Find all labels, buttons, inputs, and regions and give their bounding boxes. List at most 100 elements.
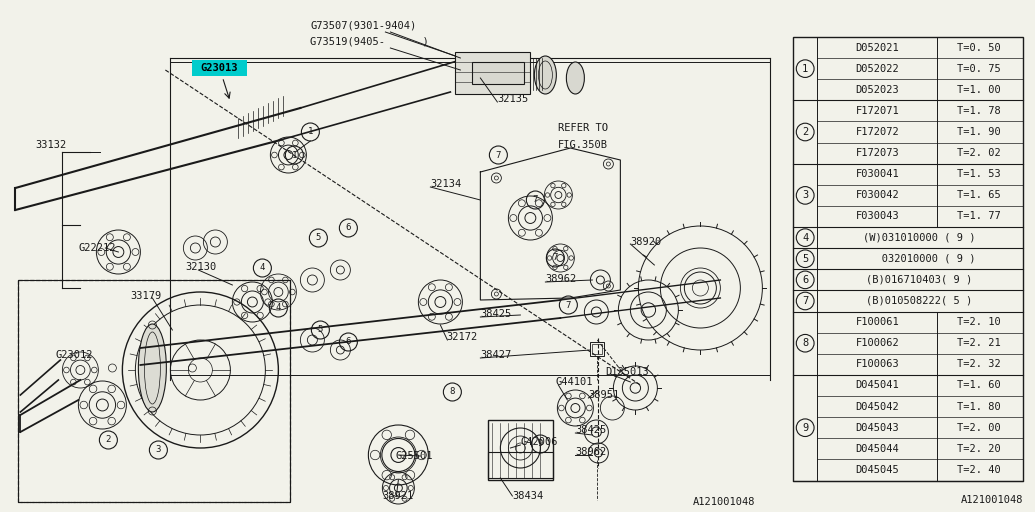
Text: 9: 9 <box>802 423 808 433</box>
Text: T=1. 00: T=1. 00 <box>957 85 1001 95</box>
Text: 38951: 38951 <box>588 390 620 400</box>
Text: 32130: 32130 <box>185 262 216 272</box>
Text: 32135: 32135 <box>498 94 529 104</box>
Text: T=1. 90: T=1. 90 <box>957 127 1001 137</box>
Text: T=2. 00: T=2. 00 <box>957 423 1001 433</box>
Text: 7: 7 <box>496 151 501 160</box>
Text: 1: 1 <box>802 63 808 74</box>
Text: 1: 1 <box>307 127 313 137</box>
Text: F030041: F030041 <box>856 169 899 179</box>
Text: 7: 7 <box>802 296 808 306</box>
Text: (B)016710403( 9 ): (B)016710403( 9 ) <box>866 275 972 285</box>
Text: 38920: 38920 <box>630 237 661 247</box>
Text: A121001048: A121001048 <box>692 497 756 507</box>
Text: G42006: G42006 <box>521 437 558 447</box>
Text: 6: 6 <box>802 275 808 285</box>
Text: 2: 2 <box>802 127 808 137</box>
Text: T=2. 40: T=2. 40 <box>957 465 1001 475</box>
Bar <box>472 62 525 84</box>
Text: G73519(9405-      ): G73519(9405- ) <box>310 37 430 47</box>
Text: 5: 5 <box>316 233 321 243</box>
Text: FIG.350B: FIG.350B <box>558 140 609 150</box>
Text: D045044: D045044 <box>856 444 899 454</box>
Text: T=0. 50: T=0. 50 <box>957 42 1001 53</box>
Ellipse shape <box>534 56 557 94</box>
Text: D045042: D045042 <box>856 401 899 412</box>
Text: 3: 3 <box>155 445 161 455</box>
Text: T=2. 02: T=2. 02 <box>957 148 1001 158</box>
Text: 5: 5 <box>318 326 323 334</box>
Text: 8: 8 <box>802 338 808 348</box>
Text: G44101: G44101 <box>556 377 593 387</box>
Text: D135013: D135013 <box>605 367 649 377</box>
Text: (B)010508222( 5 ): (B)010508222( 5 ) <box>866 296 972 306</box>
Text: T=1. 65: T=1. 65 <box>957 190 1001 200</box>
Text: F100061: F100061 <box>856 317 899 327</box>
Text: 4: 4 <box>275 304 282 312</box>
Bar <box>489 420 554 480</box>
Text: F030043: F030043 <box>856 211 899 222</box>
Text: 38921: 38921 <box>382 491 414 501</box>
Text: F030042: F030042 <box>856 190 899 200</box>
Text: 38425: 38425 <box>480 309 511 319</box>
Text: T=2. 32: T=2. 32 <box>957 359 1001 369</box>
Text: 6: 6 <box>346 337 351 347</box>
Text: 3: 3 <box>802 190 808 200</box>
Text: A121001048: A121001048 <box>960 495 1023 505</box>
Text: T=1. 77: T=1. 77 <box>957 211 1001 222</box>
Bar <box>592 344 602 354</box>
Text: 38425: 38425 <box>575 425 607 435</box>
Text: 7: 7 <box>553 253 558 263</box>
Bar <box>19 280 291 502</box>
Text: D052022: D052022 <box>856 63 899 74</box>
Bar <box>489 452 554 478</box>
Text: T=0. 75: T=0. 75 <box>957 63 1001 74</box>
Text: 4: 4 <box>802 232 808 243</box>
Text: 33179: 33179 <box>130 291 161 301</box>
Bar <box>455 52 530 94</box>
Text: 6: 6 <box>346 224 351 232</box>
Text: 032010000 ( 9 ): 032010000 ( 9 ) <box>863 254 975 264</box>
Text: G73507(9301-9404): G73507(9301-9404) <box>310 20 417 30</box>
Text: 7: 7 <box>533 196 538 204</box>
Text: F100062: F100062 <box>856 338 899 348</box>
Text: F172073: F172073 <box>856 148 899 158</box>
Text: G22212: G22212 <box>79 243 116 253</box>
Text: 38434: 38434 <box>512 491 543 501</box>
Text: (W)031010000 ( 9 ): (W)031010000 ( 9 ) <box>863 232 975 243</box>
Text: T=2. 21: T=2. 21 <box>957 338 1001 348</box>
Text: 8: 8 <box>449 388 455 396</box>
Text: 32172: 32172 <box>446 332 477 342</box>
Text: G23013: G23013 <box>201 63 238 73</box>
Ellipse shape <box>566 62 585 94</box>
Text: REFER TO: REFER TO <box>558 123 609 133</box>
Text: 32134: 32134 <box>431 179 462 189</box>
Text: 38962: 38962 <box>545 274 576 284</box>
Bar <box>193 60 247 76</box>
Text: D045041: D045041 <box>856 380 899 391</box>
Ellipse shape <box>139 324 167 412</box>
Text: 4: 4 <box>260 264 265 272</box>
Text: 7: 7 <box>566 301 571 309</box>
Text: T=1. 60: T=1. 60 <box>957 380 1001 391</box>
Text: D052021: D052021 <box>856 42 899 53</box>
Text: 33132: 33132 <box>35 140 66 150</box>
Text: D045045: D045045 <box>856 465 899 475</box>
Text: F100063: F100063 <box>856 359 899 369</box>
Text: 2: 2 <box>106 436 111 444</box>
Text: T=2. 10: T=2. 10 <box>957 317 1001 327</box>
Text: T=1. 78: T=1. 78 <box>957 106 1001 116</box>
Text: 9: 9 <box>538 439 543 449</box>
Bar <box>590 342 604 356</box>
Text: 5: 5 <box>802 254 808 264</box>
Text: G23012: G23012 <box>55 350 93 360</box>
Text: 1: 1 <box>292 151 297 160</box>
Text: 38427: 38427 <box>480 350 511 360</box>
Text: T=1. 53: T=1. 53 <box>957 169 1001 179</box>
Text: T=2. 20: T=2. 20 <box>957 444 1001 454</box>
Text: F172072: F172072 <box>856 127 899 137</box>
Text: F172071: F172071 <box>856 106 899 116</box>
Text: T=1. 80: T=1. 80 <box>957 401 1001 412</box>
Bar <box>19 280 291 502</box>
Text: D052023: D052023 <box>856 85 899 95</box>
